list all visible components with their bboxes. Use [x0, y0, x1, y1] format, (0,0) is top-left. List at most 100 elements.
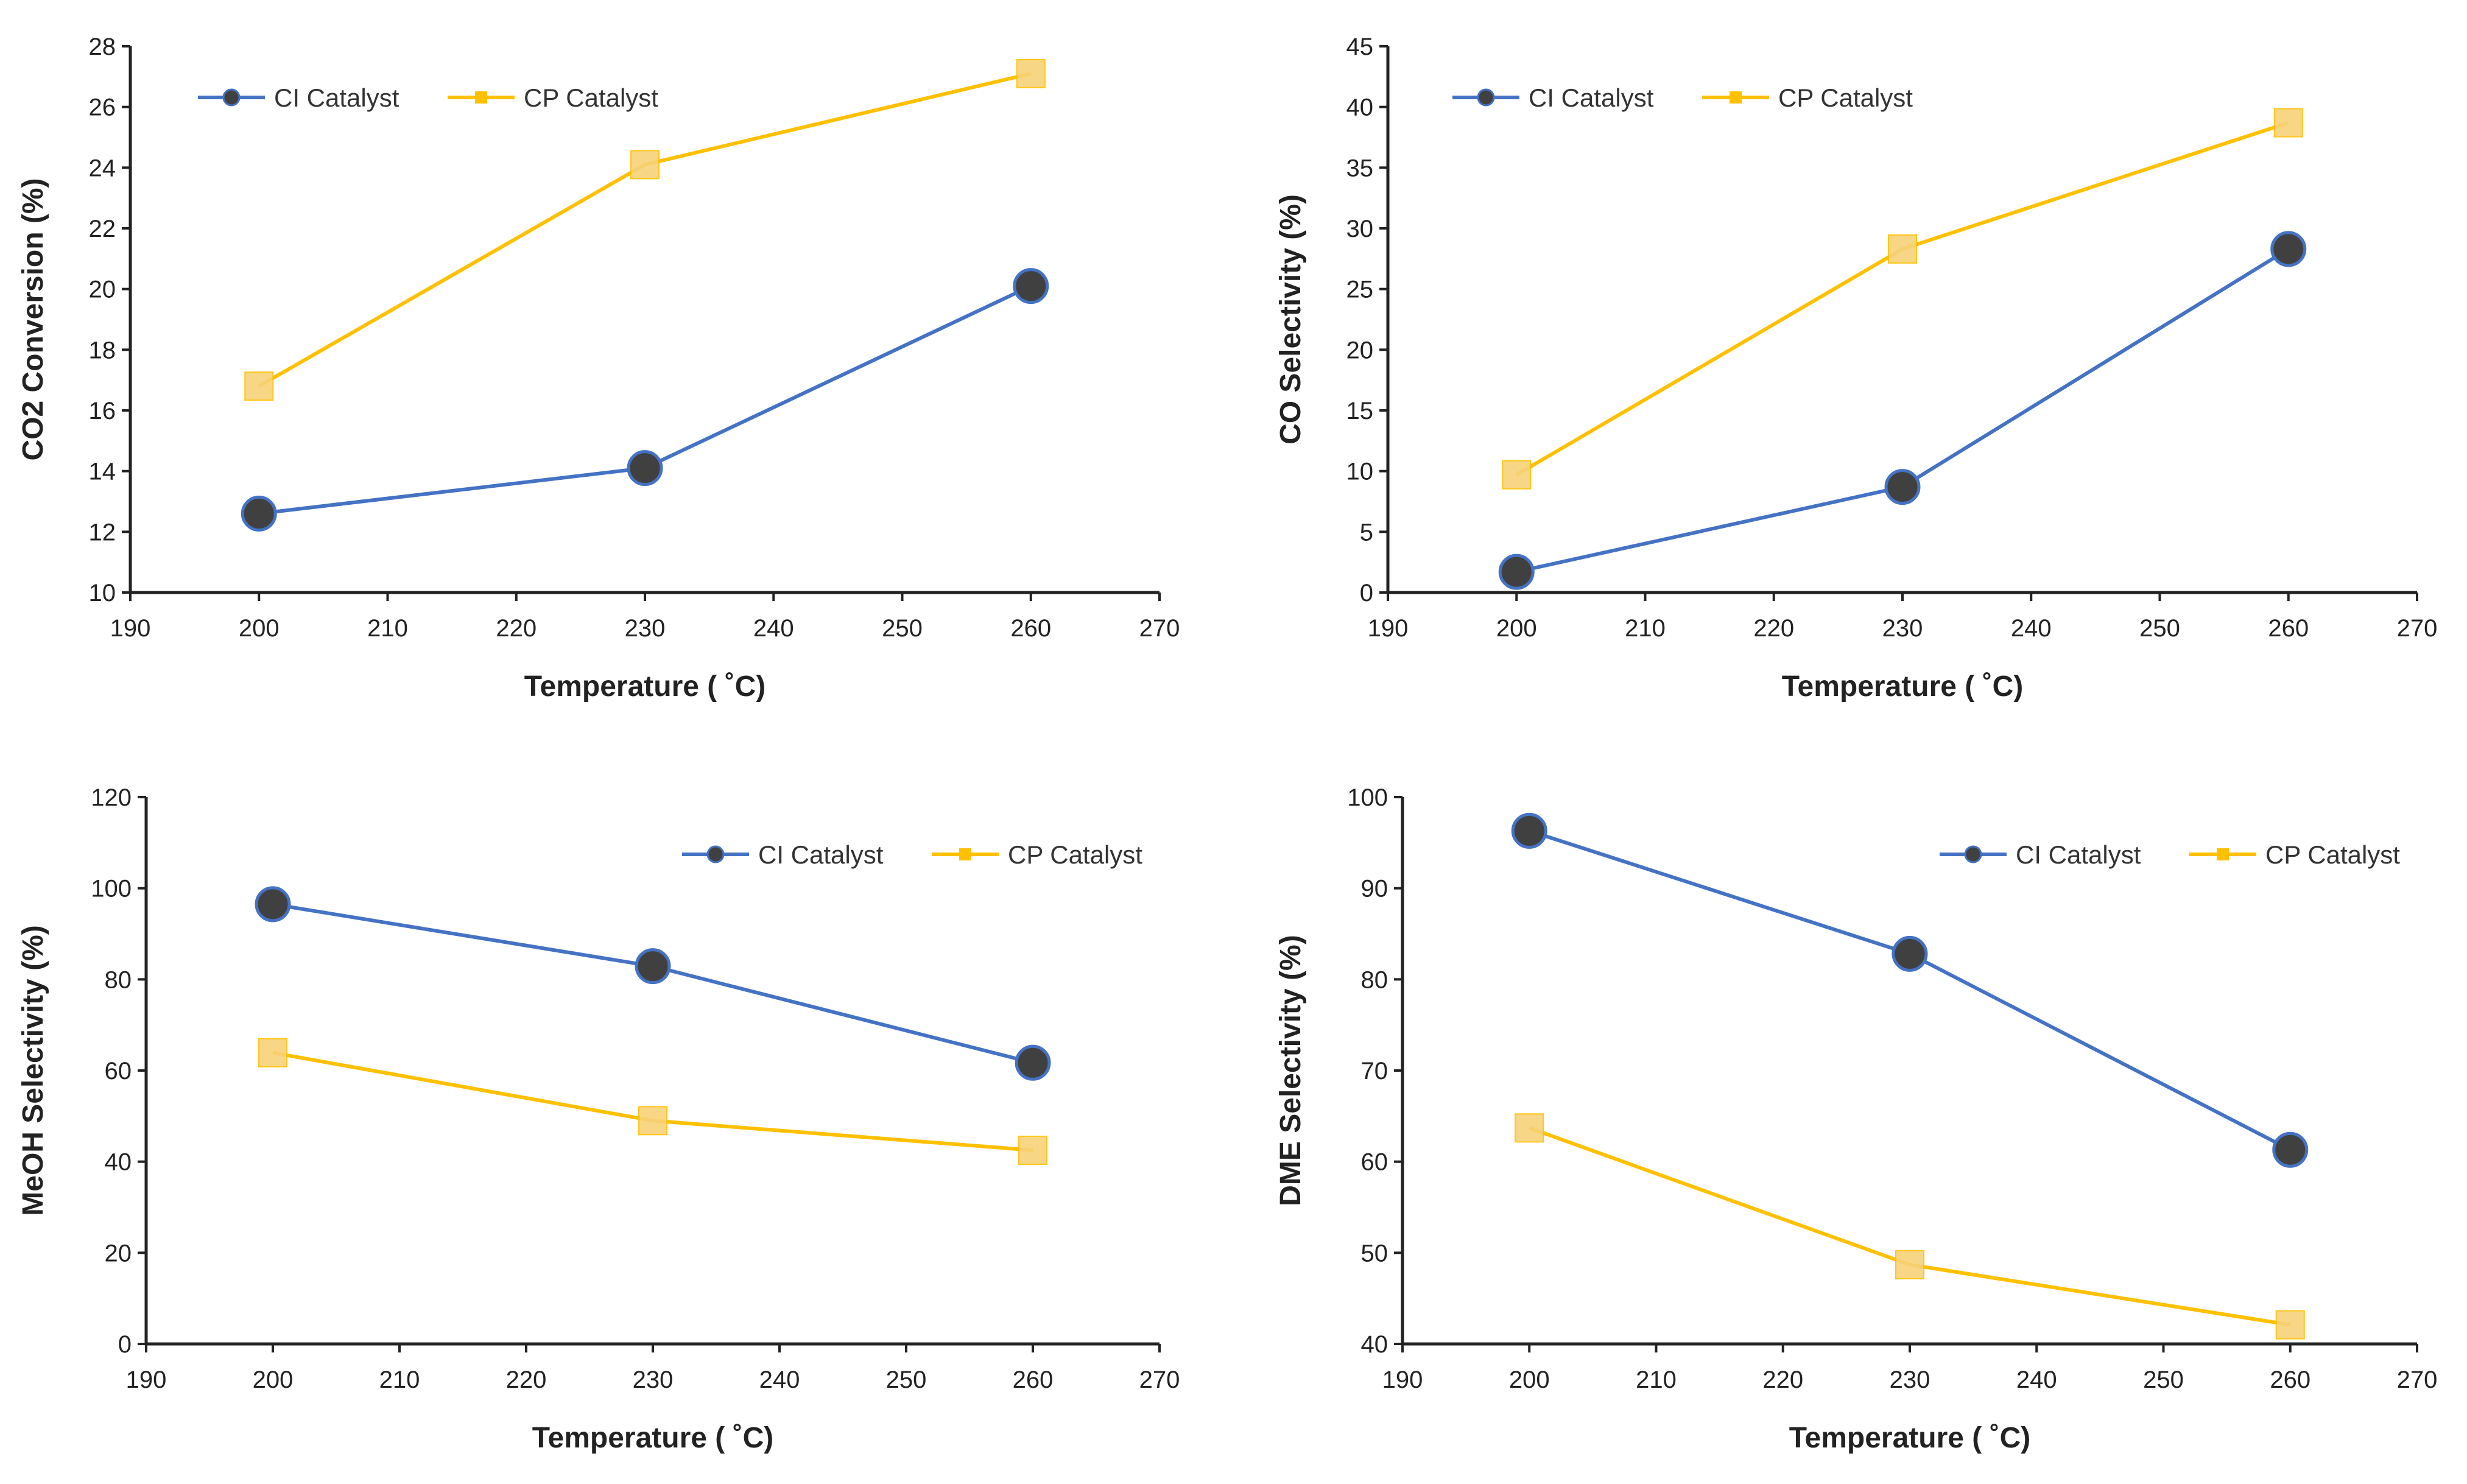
y-axis-title: MeOH Selectivity (%): [17, 925, 49, 1215]
y-tick-label: 40: [1346, 94, 1374, 121]
x-tick-label: 250: [886, 1366, 927, 1393]
ci-data-point: [2272, 1131, 2309, 1168]
y-tick-label: 22: [89, 216, 116, 242]
y-tick-label: 10: [89, 580, 116, 607]
y-tick-label: 45: [1346, 33, 1374, 60]
legend-label-cp: CP Catalyst: [524, 83, 658, 112]
x-axis-title: Temperature ( ˚C): [524, 670, 766, 703]
series-line-cp: [1529, 1126, 2291, 1327]
ci-data-point: [1511, 812, 1547, 849]
x-tick-label: 200: [1496, 615, 1537, 642]
legend-label-cp: CP Catalyst: [1008, 840, 1142, 869]
ci-data-point: [255, 886, 291, 923]
legend-label-ci: CI Catalyst: [2016, 840, 2141, 869]
y-tick-label: 80: [105, 966, 132, 993]
x-axis-title: Temperature ( ˚C): [532, 1422, 774, 1454]
y-tick-label: 100: [1347, 784, 1388, 811]
x-tick-label: 270: [1139, 615, 1180, 642]
cp-data-point: [2275, 1310, 2305, 1340]
x-tick-label: 260: [1010, 615, 1051, 642]
x-tick-label: 190: [126, 1366, 167, 1393]
legend-marker-ci: [1964, 845, 1982, 863]
x-tick-label: 220: [506, 1366, 547, 1393]
x-tick-label: 190: [110, 615, 151, 642]
legend-marker-ci: [222, 88, 241, 107]
x-tick-label: 190: [1368, 615, 1409, 642]
cp-data-point: [638, 1106, 667, 1136]
y-tick-label: 28: [89, 33, 116, 60]
legend-marker-cp: [1730, 91, 1742, 104]
legend-marker-cp: [475, 91, 487, 104]
cp-data-point: [1018, 1135, 1047, 1165]
x-tick-label: 260: [1013, 1366, 1054, 1393]
y-tick-label: 90: [1361, 876, 1388, 902]
y-tick-label: 16: [89, 398, 116, 424]
x-tick-label: 250: [2139, 615, 2180, 642]
chart-4: 40 50 60 70 80 90 100 190 200 210 220 230 240 250 260 2…: [1275, 784, 2437, 1454]
x-tick-label: 200: [253, 1366, 294, 1393]
y-tick-label: 12: [89, 519, 116, 546]
x-tick-label: 230: [1882, 615, 1923, 642]
x-tick-label: 220: [1753, 615, 1794, 642]
chart-1: 10 12 14 16 18 20 22 24 26 28 190 200 210 220 230 240 25…: [17, 33, 1180, 703]
legend-marker-ci: [706, 845, 725, 863]
x-tick-label: 240: [759, 1366, 800, 1393]
ci-data-point: [2270, 231, 2307, 267]
y-tick-label: 60: [105, 1058, 132, 1085]
legend-marker-cp: [2217, 848, 2229, 860]
x-tick-label: 210: [1636, 1366, 1677, 1393]
legend-label-ci: CI Catalyst: [274, 83, 399, 112]
series-line-cp: [1515, 121, 2289, 477]
y-tick-label: 5: [1360, 519, 1373, 546]
x-tick-label: 230: [633, 1366, 674, 1393]
legend-marker-ci: [1477, 88, 1495, 107]
chart-3: 0 20 40 60 80 100 120 190 200 210 220 230 240 250 260 2…: [17, 784, 1180, 1454]
cp-data-point: [1016, 58, 1046, 88]
cp-data-point: [244, 371, 274, 401]
legend-marker-cp: [959, 848, 971, 860]
ci-data-point: [1884, 469, 1921, 505]
y-tick-label: 10: [1346, 459, 1374, 485]
x-tick-label: 240: [2016, 1366, 2057, 1393]
y-tick-label: 60: [1361, 1149, 1388, 1176]
cp-data-point: [1888, 234, 1917, 264]
y-tick-label: 40: [105, 1149, 132, 1176]
y-tick-label: 120: [91, 784, 132, 811]
x-tick-label: 190: [1382, 1366, 1423, 1393]
series-line-ci: [1529, 829, 2292, 1152]
x-axis-title: Temperature ( ˚C): [1782, 670, 2024, 703]
y-tick-label: 30: [1346, 216, 1374, 242]
legend-label-cp: CP Catalyst: [1778, 83, 1913, 112]
x-tick-label: 210: [1625, 615, 1666, 642]
y-tick-label: 14: [89, 459, 116, 485]
cp-data-point: [1515, 1113, 1544, 1143]
x-tick-label: 220: [496, 615, 537, 642]
cp-data-point: [1502, 460, 1532, 490]
y-tick-label: 80: [1361, 966, 1388, 993]
x-tick-label: 230: [625, 615, 666, 642]
ci-data-point: [635, 948, 671, 985]
series-line-ci: [1516, 247, 2290, 574]
y-axis-title: CO2 Conversion (%): [17, 178, 49, 460]
y-tick-label: 20: [1346, 337, 1374, 364]
x-tick-label: 240: [753, 615, 794, 642]
legend-label-cp: CP Catalyst: [2265, 840, 2400, 869]
y-tick-label: 50: [1361, 1240, 1388, 1267]
x-tick-label: 230: [1890, 1366, 1930, 1393]
y-axis-title: DME Selectivity (%): [1275, 935, 1307, 1206]
y-tick-label: 25: [1346, 276, 1374, 303]
x-tick-label: 250: [2143, 1366, 2184, 1393]
x-tick-label: 200: [239, 615, 280, 642]
y-tick-label: 0: [118, 1331, 132, 1358]
x-tick-label: 220: [1762, 1366, 1803, 1393]
y-tick-label: 40: [1361, 1331, 1388, 1358]
series-line-cp: [272, 1050, 1033, 1152]
x-tick-label: 200: [1509, 1366, 1550, 1393]
x-tick-label: 260: [2268, 615, 2309, 642]
cp-data-point: [2273, 108, 2303, 138]
y-tick-label: 18: [89, 337, 116, 364]
x-tick-label: 210: [367, 615, 408, 642]
x-tick-label: 270: [2397, 615, 2438, 642]
y-tick-label: 24: [89, 155, 116, 181]
